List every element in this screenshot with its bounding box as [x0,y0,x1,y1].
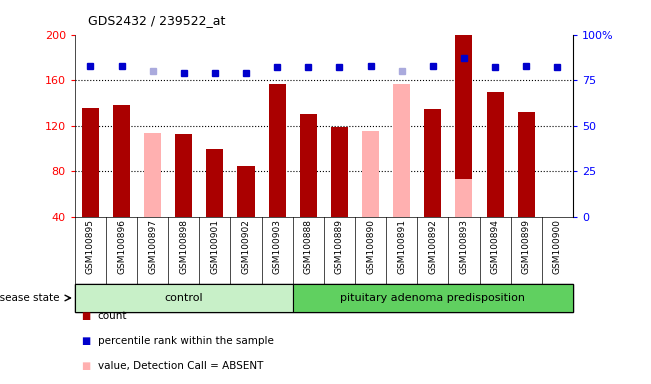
Text: GDS2432 / 239522_at: GDS2432 / 239522_at [88,14,225,27]
Text: GSM100891: GSM100891 [397,219,406,274]
Bar [206,149,223,217]
Bar [175,134,192,217]
Bar [456,35,473,217]
Bar [331,127,348,217]
Bar [486,91,504,217]
Text: GSM100896: GSM100896 [117,219,126,274]
Text: GSM100899: GSM100899 [521,219,531,274]
Text: GSM100903: GSM100903 [273,219,282,274]
Bar [238,166,255,217]
Text: ■: ■ [81,311,90,321]
Bar [299,114,317,217]
Bar [518,112,534,217]
Text: GSM100892: GSM100892 [428,219,437,274]
Text: GSM100893: GSM100893 [460,219,469,274]
Text: GSM100902: GSM100902 [242,219,251,274]
Bar [144,132,161,217]
Bar [456,179,473,217]
Text: control: control [165,293,203,303]
Text: ■: ■ [81,361,90,371]
Text: percentile rank within the sample: percentile rank within the sample [98,336,273,346]
Text: GSM100894: GSM100894 [491,219,499,274]
Text: GSM100897: GSM100897 [148,219,157,274]
Text: GSM100888: GSM100888 [304,219,313,274]
Text: GSM100890: GSM100890 [366,219,375,274]
Text: GSM100895: GSM100895 [86,219,95,274]
Text: GSM100898: GSM100898 [179,219,188,274]
Bar [424,109,441,217]
Bar [362,131,379,217]
Text: count: count [98,311,127,321]
Text: value, Detection Call = ABSENT: value, Detection Call = ABSENT [98,361,263,371]
Bar [293,284,573,312]
Bar [113,105,130,217]
Bar [269,84,286,217]
Bar [82,108,99,217]
Text: GSM100900: GSM100900 [553,219,562,274]
Text: disease state: disease state [0,293,59,303]
Text: pituitary adenoma predisposition: pituitary adenoma predisposition [340,293,525,303]
Bar [75,284,293,312]
Text: ■: ■ [81,336,90,346]
Bar [393,84,410,217]
Text: GSM100889: GSM100889 [335,219,344,274]
Text: GSM100901: GSM100901 [210,219,219,274]
